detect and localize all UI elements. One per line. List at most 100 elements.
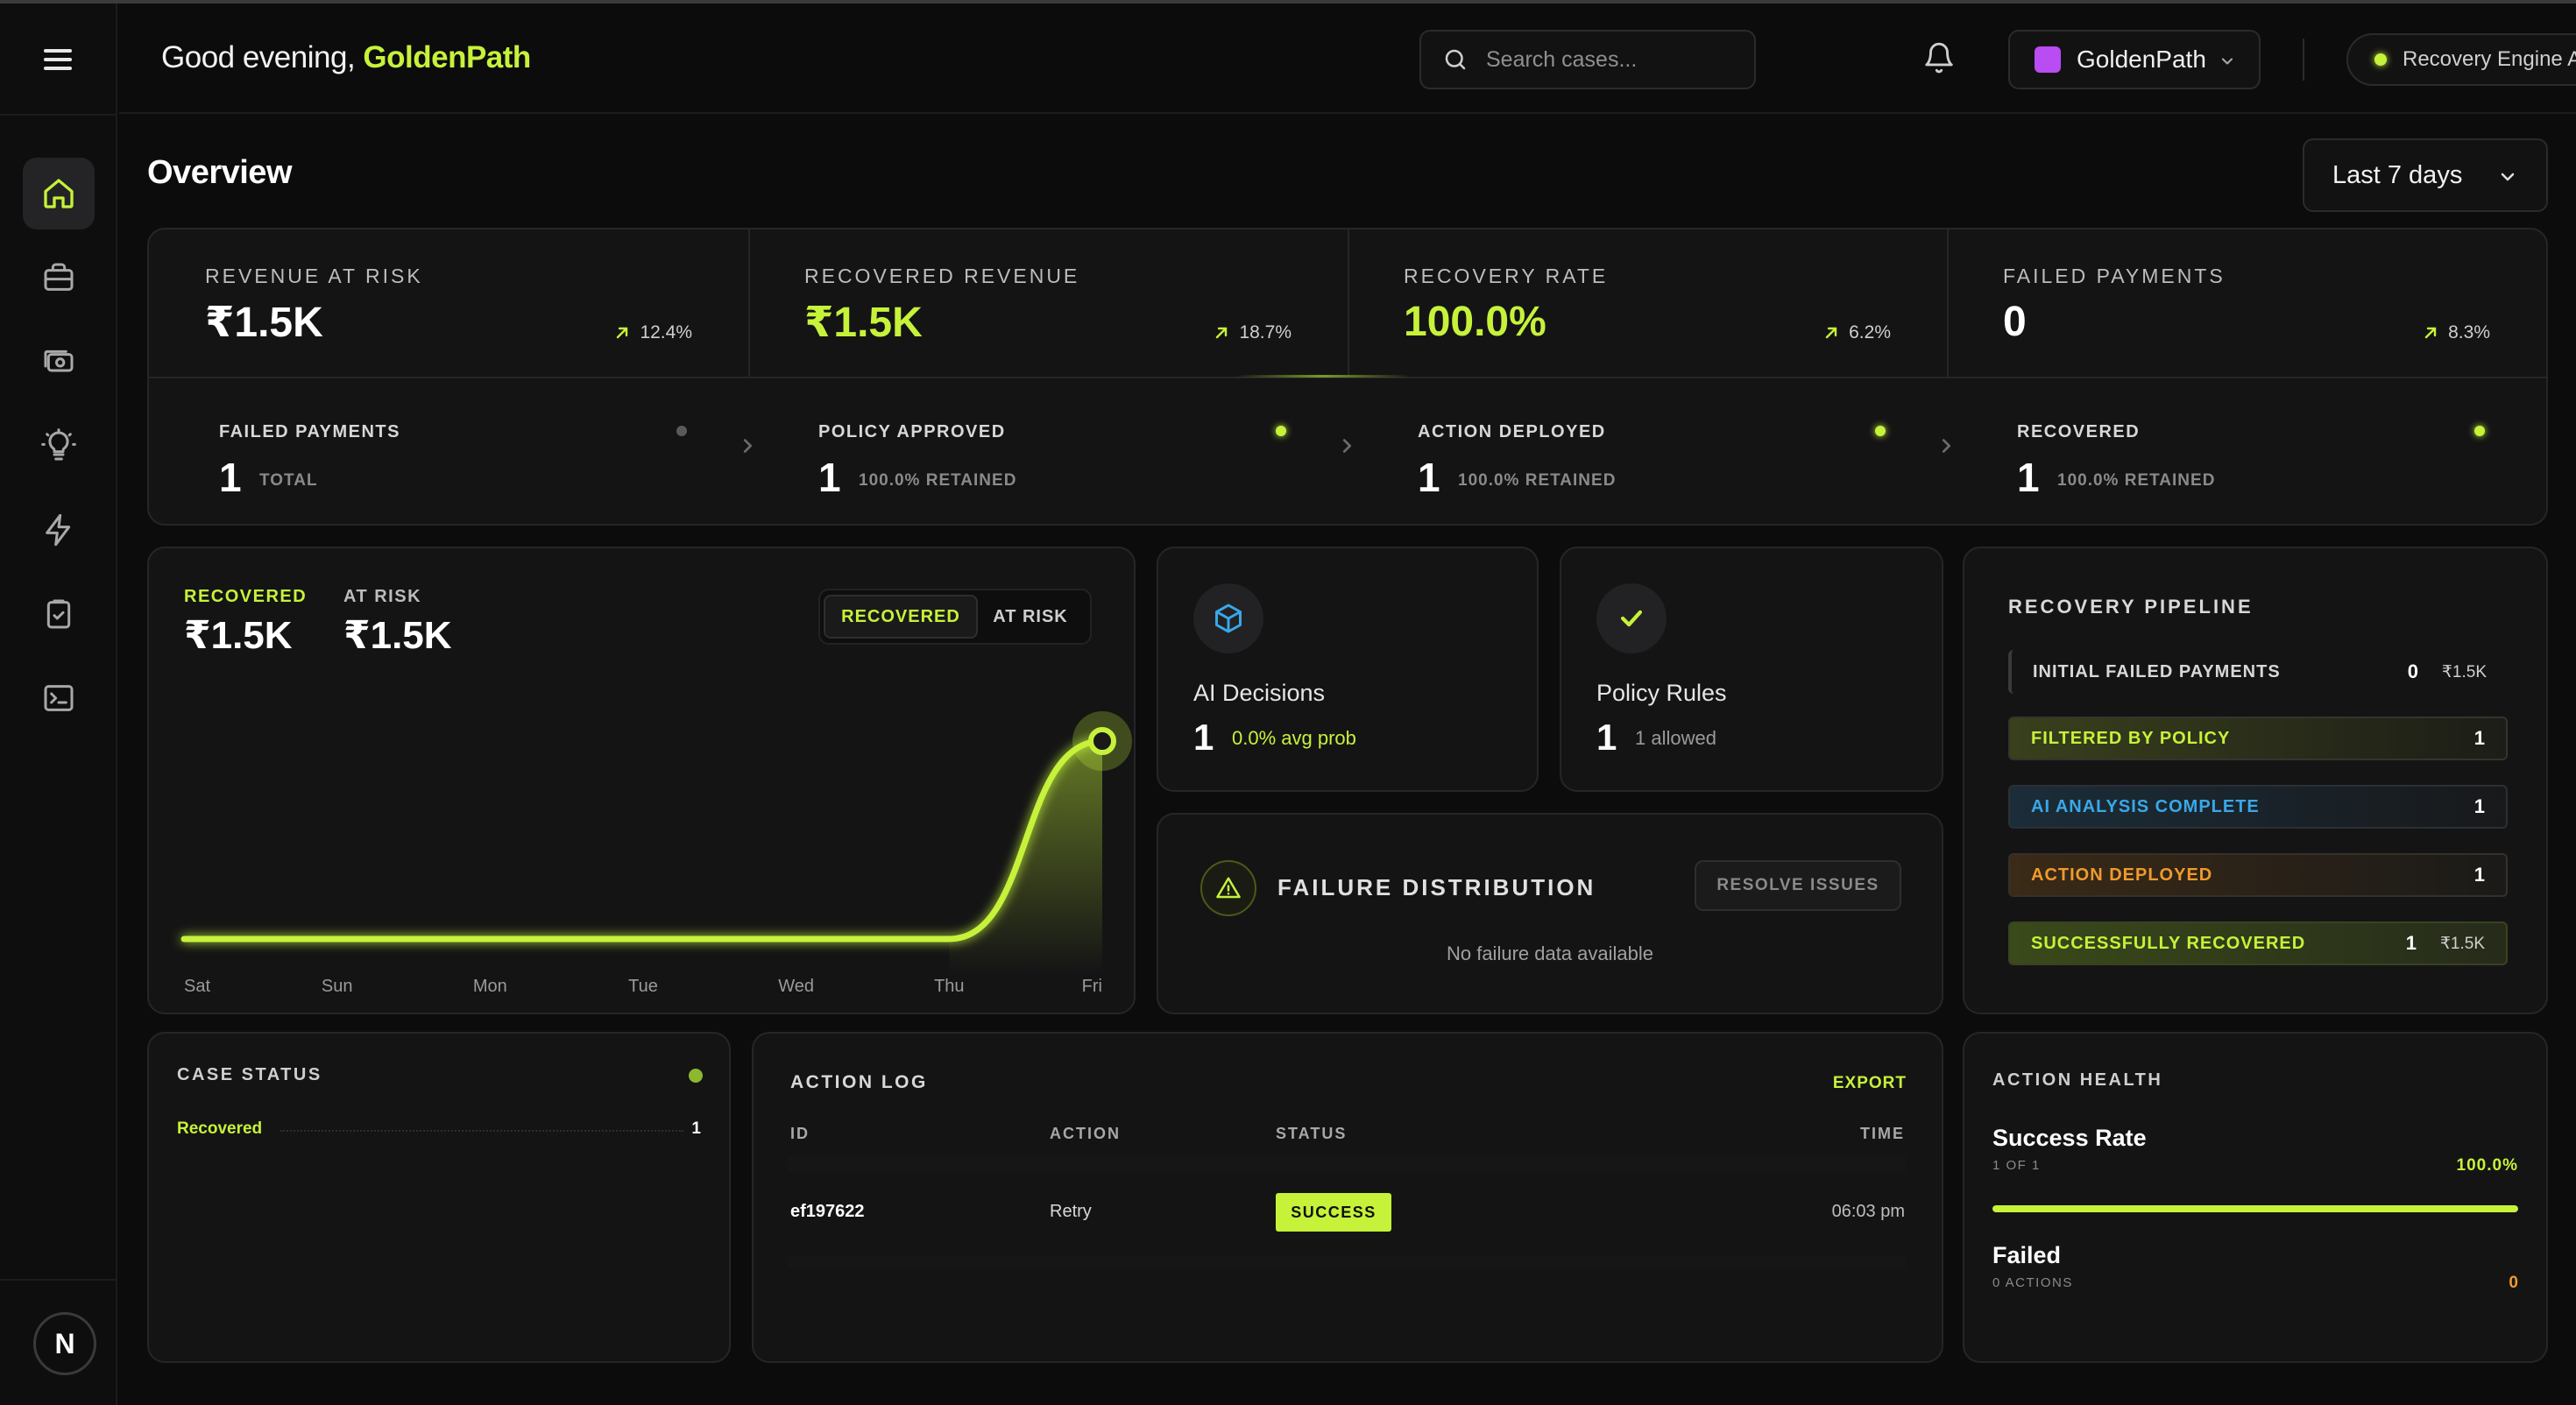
x-tick-label: Fri bbox=[1082, 977, 1102, 996]
pipeline-row[interactable]: ACTION DEPLOYED 1 bbox=[2008, 853, 2508, 897]
chevron-right-icon bbox=[1342, 439, 1352, 453]
row-divider bbox=[789, 1256, 1907, 1268]
date-range-select[interactable]: Last 7 days bbox=[2303, 138, 2548, 212]
search-icon bbox=[1445, 49, 1466, 70]
pipeline-label: INITIAL FAILED PAYMENTS bbox=[2033, 661, 2281, 681]
toggle-at-risk[interactable]: AT RISK bbox=[993, 606, 1068, 626]
sidebar-item-policies[interactable] bbox=[23, 578, 95, 650]
sidebar: N bbox=[0, 4, 117, 1405]
check-icon bbox=[1620, 610, 1643, 627]
funnel-step-failed[interactable]: FAILED PAYMENTS 1 TOTAL bbox=[149, 378, 753, 524]
sidebar-item-payments[interactable] bbox=[23, 326, 95, 398]
kpi-label: RECOVERED REVENUE bbox=[804, 265, 1080, 287]
pipeline-row[interactable]: AI ANALYSIS COMPLETE 1 bbox=[2008, 785, 2508, 829]
kpi-failed-payments[interactable]: FAILED PAYMENTS 0 8.3% bbox=[1947, 229, 2546, 377]
funnel-step-policy[interactable]: POLICY APPROVED 1 100.0% RETAINED bbox=[748, 378, 1352, 524]
funnel-step-action[interactable]: ACTION DEPLOYED 1 100.0% RETAINED bbox=[1348, 378, 1951, 524]
card-count: 1 bbox=[1193, 717, 1214, 758]
ai-decisions-card[interactable]: AI Decisions 1 0.0% avg prob bbox=[1157, 547, 1539, 792]
terminal-icon bbox=[44, 685, 74, 711]
pipeline-row[interactable]: SUCCESSFULLY RECOVERED 1 ₹1.5K bbox=[2008, 921, 2508, 965]
funnel-label: POLICY APPROVED bbox=[818, 422, 1006, 441]
kpi-delta-value: 6.2% bbox=[1849, 322, 1891, 342]
case-status-value: 1 bbox=[691, 1119, 701, 1138]
search-input[interactable] bbox=[1486, 46, 1749, 73]
page-title: Overview bbox=[147, 154, 293, 191]
kpi-recovery-rate[interactable]: RECOVERY RATE 100.0% 6.2% bbox=[1348, 229, 1947, 377]
funnel-step-recovered[interactable]: RECOVERED 1 100.0% RETAINED bbox=[1947, 378, 2546, 524]
chevron-down-icon bbox=[2501, 173, 2515, 181]
endpoint-marker[interactable] bbox=[1088, 727, 1116, 755]
menu-icon[interactable] bbox=[44, 49, 72, 70]
arrow-up-right-icon bbox=[2424, 327, 2437, 339]
card-title: RECOVERY PIPELINE bbox=[2008, 596, 2254, 618]
bell-icon[interactable] bbox=[1922, 40, 1956, 75]
kpi-label: REVENUE AT RISK bbox=[205, 265, 423, 287]
series-line-recovered bbox=[180, 738, 1106, 943]
status-dot bbox=[1875, 426, 1886, 436]
export-button[interactable]: EXPORT bbox=[1832, 1074, 1907, 1092]
search-box[interactable] bbox=[1419, 30, 1756, 89]
failed-title: Failed bbox=[1992, 1242, 2062, 1268]
pipeline-row[interactable]: FILTERED BY POLICY 1 bbox=[2008, 717, 2508, 760]
chevron-down-icon bbox=[2221, 58, 2233, 65]
card-sub: 1 allowed bbox=[1635, 727, 1716, 749]
success-rate-value: 100.0% bbox=[2456, 1156, 2518, 1175]
workspace-select[interactable]: GoldenPath bbox=[2008, 30, 2261, 89]
lightbulb-icon bbox=[41, 428, 76, 461]
divider bbox=[0, 114, 117, 116]
policy-rules-card[interactable]: Policy Rules 1 1 allowed bbox=[1560, 547, 1943, 792]
column-header-status[interactable]: STATUS bbox=[1276, 1125, 1348, 1142]
warning-icon bbox=[1216, 877, 1241, 899]
kpi-revenue-at-risk[interactable]: REVENUE AT RISK ₹1.5K 12.4% bbox=[149, 229, 748, 377]
recovered-legend-value: ₹1.5K bbox=[184, 614, 293, 657]
kpi-delta: 6.2% bbox=[1824, 322, 1891, 343]
action-health-card: ACTION HEALTH Success Rate 1 OF 1 100.0%… bbox=[1963, 1032, 2548, 1363]
date-range-value: Last 7 days bbox=[2332, 160, 2463, 189]
app-logo[interactable]: N bbox=[33, 1312, 96, 1375]
chevron-right-icon bbox=[1942, 439, 1951, 453]
status-dot bbox=[2374, 53, 2387, 66]
kpi-recovered-revenue[interactable]: RECOVERED REVENUE ₹1.5K 18.7% bbox=[748, 229, 1348, 377]
case-status-label[interactable]: Recovered bbox=[177, 1119, 263, 1138]
x-tick-label: Mon bbox=[473, 977, 507, 996]
pipeline-count: 1 bbox=[2473, 727, 2485, 749]
status-dot bbox=[676, 426, 687, 436]
divider bbox=[149, 377, 2546, 378]
lightning-icon bbox=[46, 513, 71, 547]
funnel-count: 1 bbox=[818, 455, 841, 500]
funnel-count: 1 bbox=[1418, 455, 1440, 500]
kpi-delta-value: 8.3% bbox=[2448, 322, 2490, 342]
clipboard-check-icon bbox=[46, 599, 71, 629]
arrow-up-right-icon bbox=[1825, 327, 1837, 339]
series-toggle: RECOVERED AT RISK bbox=[818, 589, 1092, 645]
x-tick-label: Sat bbox=[184, 977, 210, 996]
cell-time: 06:03 pm bbox=[1831, 1202, 1905, 1221]
toggle-recovered[interactable]: RECOVERED bbox=[824, 595, 978, 639]
top-header: Good evening, GoldenPath GoldenPath Reco… bbox=[119, 4, 2576, 114]
column-header-time[interactable]: TIME bbox=[1860, 1125, 1905, 1142]
sidebar-item-home[interactable] bbox=[23, 158, 95, 229]
kpi-delta: 12.4% bbox=[615, 322, 692, 343]
card-title: FAILURE DISTRIBUTION bbox=[1277, 874, 1596, 900]
x-tick-label: Wed bbox=[778, 977, 814, 996]
column-header-action[interactable]: ACTION bbox=[1050, 1125, 1121, 1142]
success-rate-title: Success Rate bbox=[1992, 1125, 2147, 1151]
column-header-id[interactable]: ID bbox=[790, 1125, 810, 1142]
success-rate-bar bbox=[1992, 1205, 2518, 1212]
sidebar-item-console[interactable] bbox=[23, 662, 95, 734]
pipeline-count: 1 bbox=[2405, 932, 2417, 954]
sidebar-item-automation[interactable] bbox=[23, 494, 95, 566]
funnel-sub: TOTAL bbox=[259, 471, 318, 490]
engine-status-badge[interactable]: Recovery Engine Active bbox=[2346, 33, 2576, 86]
sidebar-item-cases[interactable] bbox=[23, 242, 95, 314]
status-dot bbox=[1276, 426, 1286, 436]
series-area bbox=[949, 741, 1102, 974]
resolve-issues-button[interactable]: RESOLVE ISSUES bbox=[1695, 860, 1901, 911]
sidebar-item-insights[interactable] bbox=[23, 410, 95, 482]
kpi-delta: 8.3% bbox=[2424, 322, 2490, 343]
card-count: 1 bbox=[1596, 717, 1617, 758]
status-dot bbox=[689, 1069, 703, 1083]
funnel-sub: 100.0% RETAINED bbox=[2057, 471, 2216, 490]
pipeline-row[interactable]: INITIAL FAILED PAYMENTS 0 ₹1.5K bbox=[2008, 650, 2508, 694]
